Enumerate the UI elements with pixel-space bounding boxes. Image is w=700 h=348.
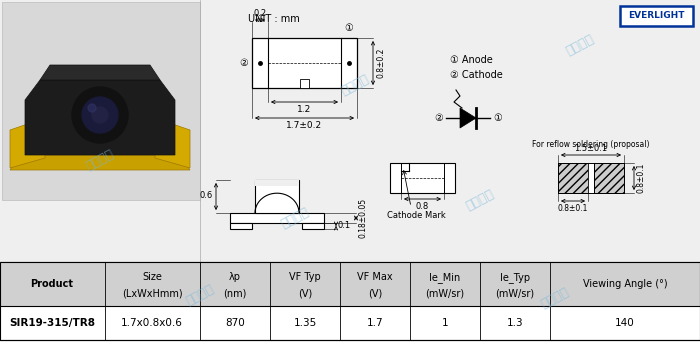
Text: ①: ① <box>344 23 354 33</box>
Text: 870: 870 <box>225 318 245 328</box>
Bar <box>255 180 299 186</box>
Text: ②: ② <box>239 58 248 68</box>
Text: Ie_Typ: Ie_Typ <box>500 272 530 283</box>
Text: 超毅电子: 超毅电子 <box>564 32 596 58</box>
Text: 超毅电子: 超毅电子 <box>539 285 571 311</box>
Text: 1.3: 1.3 <box>507 318 524 328</box>
Bar <box>252 38 357 88</box>
Text: (V): (V) <box>368 289 382 299</box>
Text: Viewing Angle (°): Viewing Angle (°) <box>582 279 667 289</box>
Text: (mW/sr): (mW/sr) <box>426 289 465 299</box>
Text: 0.1: 0.1 <box>338 221 351 230</box>
Text: 超毅电子: 超毅电子 <box>84 147 116 173</box>
Polygon shape <box>25 80 175 155</box>
Polygon shape <box>460 108 476 128</box>
Bar <box>302 223 324 229</box>
Text: λp: λp <box>229 272 241 282</box>
Text: (LxWxHmm): (LxWxHmm) <box>122 289 182 299</box>
Bar <box>558 163 588 193</box>
Text: ②: ② <box>434 113 443 123</box>
Text: 0.8±0.1: 0.8±0.1 <box>558 204 588 213</box>
Polygon shape <box>155 118 190 168</box>
Circle shape <box>82 97 118 133</box>
Text: 1.7x0.8x0.6: 1.7x0.8x0.6 <box>121 318 183 328</box>
Bar <box>300 79 309 88</box>
Bar <box>0 262 700 306</box>
Bar <box>620 6 693 26</box>
Bar <box>2 2 200 200</box>
Text: 140: 140 <box>615 318 635 328</box>
Text: 1.35: 1.35 <box>293 318 316 328</box>
Text: 1.2: 1.2 <box>297 105 311 114</box>
Bar <box>0 262 700 306</box>
Bar <box>230 213 324 223</box>
Text: Size: Size <box>142 272 162 282</box>
Bar <box>390 163 455 193</box>
Bar <box>255 180 299 213</box>
Text: 0.8±0.2: 0.8±0.2 <box>376 48 385 78</box>
Text: VF Max: VF Max <box>357 272 393 282</box>
Polygon shape <box>10 155 190 170</box>
Text: UNIT : mm: UNIT : mm <box>248 14 300 24</box>
Text: 超毅电子: 超毅电子 <box>463 187 496 213</box>
Bar <box>230 223 252 229</box>
Circle shape <box>72 87 128 143</box>
Text: SIR19-315/TR8: SIR19-315/TR8 <box>9 318 95 328</box>
Text: EVERLIGHT: EVERLIGHT <box>628 11 685 21</box>
Text: 1: 1 <box>442 318 448 328</box>
Bar <box>594 163 624 193</box>
Text: Product: Product <box>31 279 74 289</box>
Text: Ie_Min: Ie_Min <box>429 272 461 283</box>
Text: 0.18±0.05: 0.18±0.05 <box>359 198 368 238</box>
Text: 超毅电子: 超毅电子 <box>183 282 216 308</box>
Text: ①: ① <box>493 113 502 123</box>
Bar <box>0 0 700 262</box>
Polygon shape <box>10 118 45 168</box>
Text: (V): (V) <box>298 289 312 299</box>
Text: 超毅电子: 超毅电子 <box>339 72 371 98</box>
Circle shape <box>88 104 96 112</box>
Bar <box>0 262 700 340</box>
Text: 0.2: 0.2 <box>253 9 267 18</box>
Text: ① Anode: ① Anode <box>450 55 493 65</box>
Text: (nm): (nm) <box>223 289 246 299</box>
Text: (mW/sr): (mW/sr) <box>496 289 535 299</box>
Text: For reflow soldering (proposal): For reflow soldering (proposal) <box>532 140 650 149</box>
Text: 0.8±0.1: 0.8±0.1 <box>637 163 646 193</box>
Text: 0.6: 0.6 <box>199 191 213 200</box>
Text: VF Typ: VF Typ <box>289 272 321 282</box>
Text: 1.5±0.1: 1.5±0.1 <box>575 144 608 153</box>
Text: 1.7±0.2: 1.7±0.2 <box>286 121 322 130</box>
Text: 超毅电子: 超毅电子 <box>279 205 312 231</box>
Text: Cathode Mark: Cathode Mark <box>386 211 445 220</box>
Bar <box>588 163 594 193</box>
Polygon shape <box>40 65 160 80</box>
Text: 0.8: 0.8 <box>415 202 428 211</box>
Text: 1.7: 1.7 <box>367 318 384 328</box>
Circle shape <box>92 107 108 123</box>
Text: ② Cathode: ② Cathode <box>450 70 503 80</box>
